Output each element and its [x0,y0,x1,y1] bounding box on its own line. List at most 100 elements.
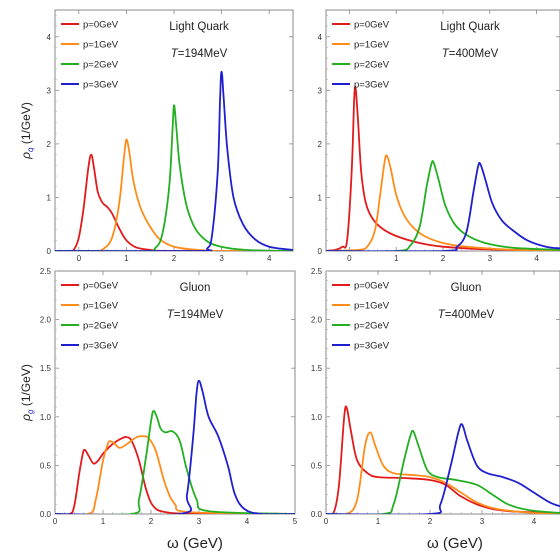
x-tick-label: 0 [347,254,352,263]
y-tick-label: 1.5 [311,364,323,373]
x-tick-label: 4 [534,254,539,263]
legend-label: p=3GeV [83,80,119,91]
x-tick-label: 2 [149,517,154,526]
legend-label: p=0GeV [83,281,119,292]
series-group [55,379,295,514]
x-tick-label: 3 [219,254,224,263]
series-line-p=2GeV [326,429,560,514]
annotation-temperature: T=400MeV [438,309,495,321]
y-tick-label: 0.5 [311,461,323,470]
x-tick-label: 1 [124,254,129,263]
legend-label: p=3GeV [354,341,390,352]
annotation-temperature: T=194MeV [171,48,228,60]
legend-label: p=0GeV [83,20,119,31]
plot-frame [325,270,560,515]
legend: p=0GeV p=1GeV p=2GeV p=3GeV [332,281,390,352]
x-tick-label: 2 [428,517,433,526]
legend: p=0GeV p=1GeV p=2GeV p=3GeV [332,20,390,91]
y-tick-label: 2.0 [311,316,323,325]
y-tick-label: 1.0 [311,413,323,422]
legend: p=0GeV p=1GeV p=2GeV p=3GeV [61,20,119,91]
annotation-title: Gluon [180,282,211,294]
series-line-p=1GeV [55,138,293,251]
series-line-p=2GeV [55,410,295,514]
chart-panel-1: 0 1 2 3 4 0 1 2 3 4 p=0GeV p=1GeV p=2GeV p=3GeV Light … [19,9,294,263]
y-tick-label: 3 [318,86,323,95]
series-group [326,85,560,251]
x-axis-label-right: ω (GeV) [427,535,483,552]
annotation: Light Quark T=400MeV [440,21,500,60]
chart-panel-3: 0.0 0.5 1.0 1.5 2.0 2.5 0 1 2 3 4 5 p=0GeV p=1GeV p=2G… [19,267,298,526]
x-tick-label: 1 [101,517,106,526]
annotation-title: Light Quark [440,21,500,33]
y-tick-label: 1 [318,193,323,202]
series-line-p=1GeV [326,431,560,514]
legend-label: p=1GeV [83,40,119,51]
series-line-p=0GeV [326,405,560,514]
legend-label: p=2GeV [354,60,390,71]
series-group [326,405,560,514]
chart-panel-4: 0.0 0.5 1.0 1.5 2.0 2.5 0 1 2 3 4 p=0GeV p=1GeV p=2Ge… [311,267,560,526]
y-tick-label: 2.5 [311,267,323,276]
y-tick-label: 1.0 [40,413,52,422]
legend-label: p=2GeV [83,321,119,332]
y-tick-label: 2.5 [40,267,52,276]
legend-label: p=1GeV [354,301,390,312]
legend-label: p=1GeV [83,301,119,312]
x-tick-label: 5 [293,517,298,526]
legend: p=0GeV p=1GeV p=2GeV p=3GeV [61,281,119,352]
x-tick-label: 0 [53,517,58,526]
legend-label: p=2GeV [83,60,119,71]
series-line-p=0GeV [55,436,295,514]
legend-label: p=0GeV [354,20,390,31]
series-line-p=1GeV [326,154,560,251]
x-axis-label-left: ω (GeV) [167,535,223,552]
y-tick-label: 4 [47,33,52,42]
annotation: Light Quark T=194MeV [169,21,229,60]
legend-label: p=3GeV [354,80,390,91]
x-tick-label: 2 [441,254,446,263]
annotation-temperature: T=194MeV [167,309,224,321]
y-tick-label: 0 [318,247,323,256]
y-tick-label: 3 [47,86,52,95]
y-axis-label: ρq (1/GeV) [19,102,35,160]
y-tick-label: 4 [318,33,323,42]
x-tick-label: 4 [267,254,272,263]
y-tick-label: 0.0 [311,510,323,519]
y-tick-label: 0.5 [40,461,52,470]
x-tick-label: 1 [394,254,399,263]
y-tick-label: 2 [318,140,323,149]
y-tick-label: 1 [47,193,52,202]
series-line-p=0GeV [55,153,293,251]
legend-label: p=1GeV [354,40,390,51]
legend-label: p=0GeV [354,281,390,292]
x-tick-label: 4 [532,517,537,526]
series-group [55,70,293,251]
y-tick-label: 2.0 [40,316,52,325]
series-line-p=3GeV [326,423,560,514]
panels: 0 1 2 3 4 0 1 2 3 4 p=0GeV p=1GeV p=2GeV p=3GeV Light … [19,9,560,526]
annotation: Gluon T=194MeV [167,282,224,321]
annotation: Gluon T=400MeV [438,282,495,321]
legend-label: p=2GeV [354,321,390,332]
series-line-p=2GeV [326,160,560,251]
y-axis-label: ρg (1/GeV) [19,364,35,422]
x-tick-label: 2 [172,254,177,263]
chart-panel-2: 0 1 2 3 4 0 1 2 3 4 p=0GeV p=1GeV p=2GeV p=3GeV Light … [318,9,560,263]
x-tick-label: 0 [324,517,329,526]
series-line-p=0GeV [326,85,560,251]
annotation-title: Gluon [451,282,482,294]
y-tick-label: 0.0 [40,510,52,519]
series-line-p=3GeV [55,379,295,514]
y-tick-label: 1.5 [40,364,52,373]
x-tick-label: 3 [488,254,493,263]
x-tick-label: 4 [245,517,250,526]
y-tick-label: 0 [47,247,52,256]
x-tick-label: 0 [77,254,82,263]
x-tick-label: 3 [197,517,202,526]
annotation-title: Light Quark [169,21,229,33]
legend-label: p=3GeV [83,341,119,352]
y-tick-label: 2 [47,140,52,149]
series-line-p=1GeV [55,435,295,514]
